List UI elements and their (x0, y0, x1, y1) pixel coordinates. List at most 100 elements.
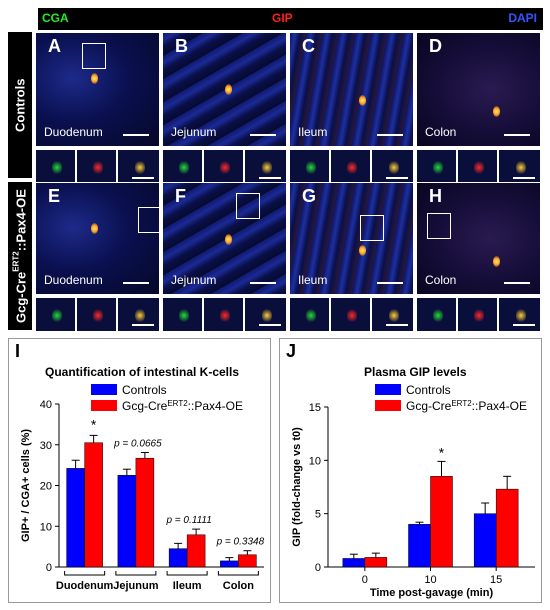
panel-letter: E (48, 186, 61, 206)
scale-bar (123, 134, 149, 136)
tissue-label: Ileum (298, 273, 328, 287)
inset-thumbnail (498, 149, 541, 185)
y-tick-label: 15 (309, 402, 321, 414)
scale-bar (513, 324, 535, 326)
category-label: Ileum (173, 580, 202, 592)
bar-duodenum-1 (84, 442, 103, 568)
thumbnail-cell (261, 160, 272, 175)
labeled-cell (225, 234, 232, 245)
inset-thumbnail (371, 297, 414, 332)
inset-thumbnail (203, 297, 244, 332)
thumbnail-cell (515, 307, 526, 323)
labeled-cell (359, 245, 366, 256)
micrograph-A: A Duodenum (35, 32, 160, 147)
inset-thumbnail (117, 149, 160, 185)
thumbnail-cell (432, 160, 443, 175)
bar-jejunum-1 (135, 457, 155, 568)
y-tick-label: 0 (315, 562, 321, 574)
y-tick-label: 0 (46, 562, 52, 574)
inset-thumbnail (371, 149, 414, 185)
legend-label: Controls (406, 383, 451, 397)
thumbnail-cell (261, 307, 272, 323)
y-axis-label: GIP+ / CGA+ cells (%) (20, 429, 32, 542)
thumbnail-cell (473, 307, 484, 323)
inset-thumbnail (330, 297, 371, 332)
micrograph-B: B Jejunum (162, 32, 287, 147)
thumbnail-cell (219, 160, 230, 175)
bar-ileum-1 (186, 534, 206, 568)
inset-thumbnail (289, 297, 330, 332)
micrograph-C: C Ileum (289, 32, 414, 147)
panel-I: I Quantification of intestinal K-cells C… (8, 338, 271, 603)
thumbnail-cell (346, 160, 357, 175)
panel-letter: G (302, 186, 317, 206)
bar-t0-1 (364, 557, 388, 568)
thumbnail-cell (178, 307, 189, 323)
thumbnail-cell (92, 160, 103, 175)
panel-letter: B (175, 36, 188, 56)
thumbnail-cell (388, 307, 399, 323)
scale-bar (386, 177, 408, 179)
scale-bar (123, 282, 149, 284)
row-label-controls: Controls (8, 32, 32, 178)
inset-thumbnail (35, 297, 76, 332)
thumbnail-cell (473, 160, 484, 175)
inset-thumbnail (35, 149, 76, 185)
inset-box (360, 215, 384, 241)
x-tick-label: 10 (424, 574, 436, 586)
scale-bar (250, 282, 276, 284)
inset-thumbnail (76, 149, 117, 185)
inset-thumbnail (457, 149, 498, 185)
category-label: Jejunum (113, 580, 158, 592)
bar-duodenum-0 (66, 468, 85, 568)
inset-thumbnail (244, 149, 287, 185)
panel-I-letter: I (15, 341, 21, 361)
inset-thumbnail (162, 297, 203, 332)
thumbnail-cell (346, 307, 357, 323)
significance-annotation: * (91, 416, 97, 432)
thumbnail-cell (134, 307, 145, 323)
scale-bar (386, 324, 408, 326)
micrograph-D: D Colon (416, 32, 541, 147)
scale-bar (259, 177, 281, 179)
panel-letter: D (429, 36, 442, 56)
labeled-cell (91, 73, 98, 84)
scale-bar (504, 134, 530, 136)
y-tick-label: 40 (40, 399, 52, 411)
inset-thumbnail (330, 149, 371, 185)
bar-t10-0 (408, 524, 431, 568)
panel-letter: F (175, 186, 186, 206)
scale-bar (504, 282, 530, 284)
scale-bar (132, 324, 154, 326)
inset-thumbnail (416, 149, 457, 185)
tissue-label: Duodenum (44, 273, 103, 287)
row-label-pax4: Gcg-CreERT2::Pax4-OE (8, 182, 32, 330)
inset-thumbnail (244, 297, 287, 332)
panel-letter: A (48, 36, 61, 56)
thumbnail-cell (219, 307, 230, 323)
panel-I-title: Quantification of intestinal K-cells (45, 365, 240, 379)
legend-swatch (91, 400, 117, 411)
significance-annotation: p = 0.3348 (216, 537, 265, 548)
scale-bar (513, 177, 535, 179)
inset-thumbnail (203, 149, 244, 185)
bar-jejunum-0 (117, 475, 137, 568)
labeled-cell (91, 223, 98, 234)
dapi-channel-label: DAPI (508, 11, 537, 25)
category-bracket (166, 571, 208, 576)
y-tick-label: 30 (40, 440, 52, 452)
panel-J: J Plasma GIP levels Controls Gcg-CreERT2:… (279, 338, 542, 603)
legend-swatch (91, 384, 117, 395)
thumbnail-cell (92, 307, 103, 323)
inset-thumbnail (117, 297, 160, 332)
panel-letter: C (302, 36, 315, 56)
panel-J-title: Plasma GIP levels (364, 365, 467, 379)
labeled-cell (359, 95, 366, 106)
inset-box (82, 43, 106, 69)
legend-label: Gcg-CreERT2::Pax4-OE (122, 399, 243, 413)
significance-annotation: p = 0.0665 (113, 438, 162, 449)
thumbnail-cell (432, 307, 443, 323)
thumbnail-cell (51, 307, 62, 323)
thumbnail-cell (305, 307, 316, 323)
